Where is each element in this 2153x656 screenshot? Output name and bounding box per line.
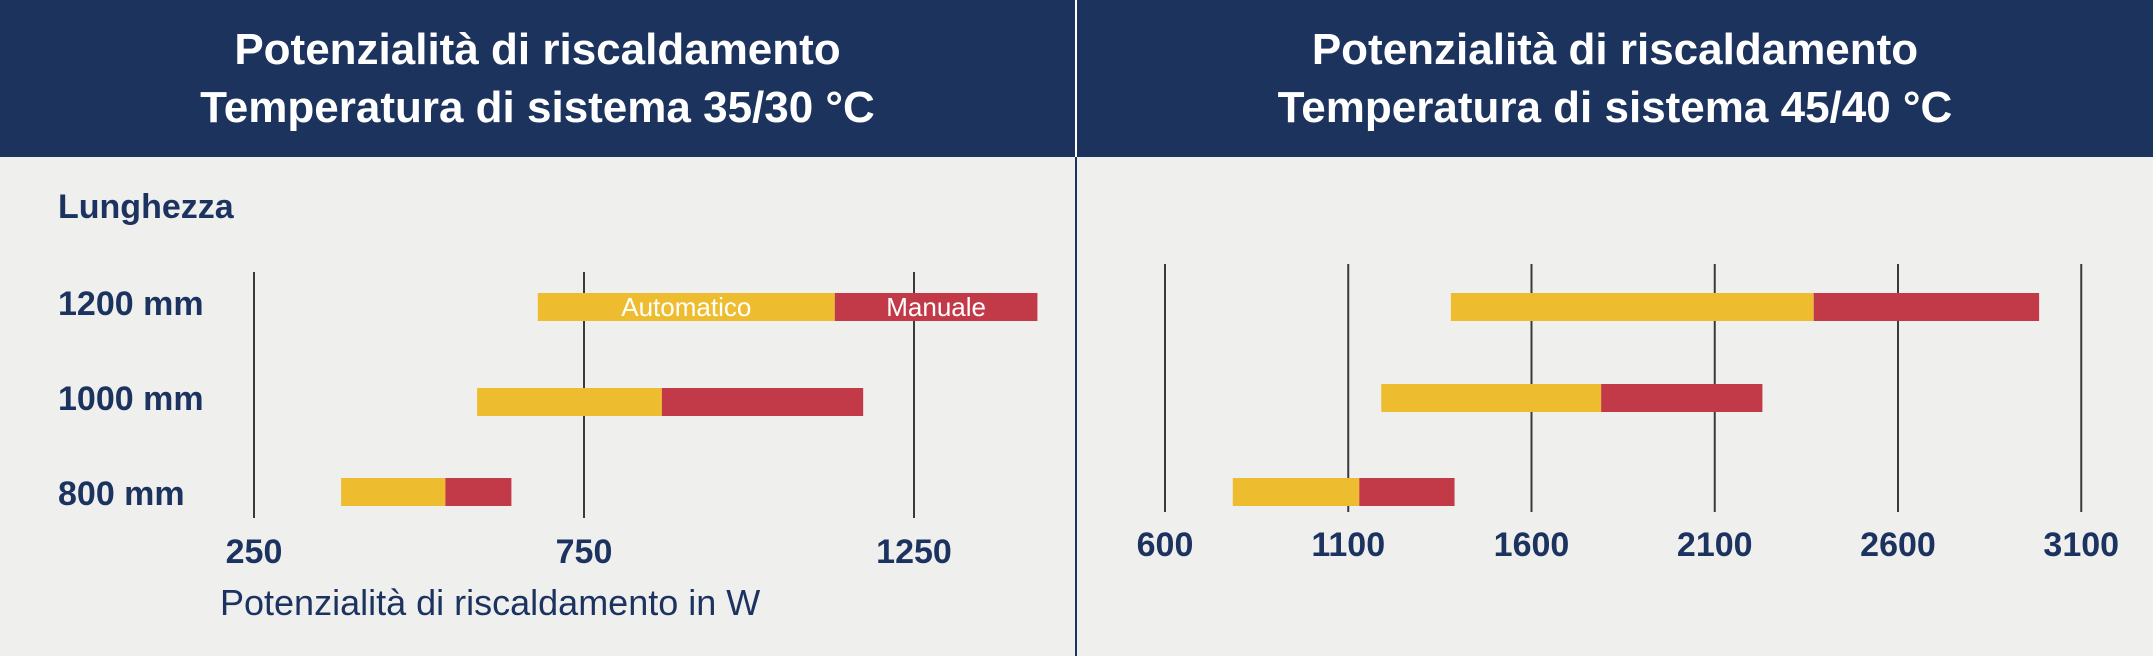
- left-bar-automatic-800mm: [341, 478, 446, 506]
- right-tick-label-1600: 1600: [1494, 526, 1570, 564]
- left-bar-manual-1000mm: [661, 388, 864, 416]
- row-label-1000: 1000 mm: [58, 380, 204, 418]
- right-tick-label-2600: 2600: [1860, 526, 1936, 564]
- left-bar-automatic-1200mm: [537, 293, 835, 321]
- right-title-line2: Temperatura di sistema 45/40 °C: [1277, 82, 1953, 132]
- left-panel-header: Potenzialità di riscaldamento Temperatur…: [0, 0, 1075, 157]
- right-tick-label-3100: 3100: [2043, 526, 2119, 564]
- right-bar-manual-1000mm: [1601, 384, 1763, 412]
- left-series-label-manual: Manuale: [886, 292, 986, 322]
- right-tick-label-2100: 2100: [1677, 526, 1753, 564]
- right-bar-automatic-800mm: [1232, 478, 1360, 506]
- left-bar-automatic-1000mm: [477, 388, 662, 416]
- length-heading: Lunghezza: [58, 188, 234, 226]
- left-title-line2: Temperatura di sistema 35/30 °C: [200, 82, 875, 132]
- right-title-line1: Potenzialità di riscaldamento: [1311, 24, 1919, 74]
- left-tick-label-1250: 1250: [876, 533, 952, 571]
- right-bar-automatic-1000mm: [1381, 384, 1602, 412]
- right-tick-label-1100: 1100: [1311, 526, 1385, 564]
- right-tick-label-600: 600: [1137, 526, 1194, 564]
- x-axis-title: Potenzialità di riscaldamento in W: [220, 582, 761, 623]
- row-label-1200: 1200 mm: [58, 285, 204, 323]
- row-label-800: 800 mm: [58, 475, 185, 513]
- right-bar-manual-800mm: [1359, 478, 1455, 506]
- left-bar-manual-800mm: [445, 478, 512, 506]
- right-bar-automatic-1200mm: [1450, 293, 1814, 321]
- header-divider: [1075, 0, 1077, 157]
- left-title-line1: Potenzialità di riscaldamento: [234, 24, 841, 74]
- left-tick-label-750: 750: [556, 533, 613, 571]
- left-bar-manual-1200mm: [834, 293, 1038, 321]
- left-series-label-automatic: Automatico: [621, 292, 751, 322]
- panel-divider: [1075, 157, 1077, 656]
- left-tick-label-250: 250: [226, 533, 283, 571]
- right-bar-manual-1200mm: [1813, 293, 2040, 321]
- right-panel-header: Potenzialità di riscaldamento Temperatur…: [1077, 0, 2153, 157]
